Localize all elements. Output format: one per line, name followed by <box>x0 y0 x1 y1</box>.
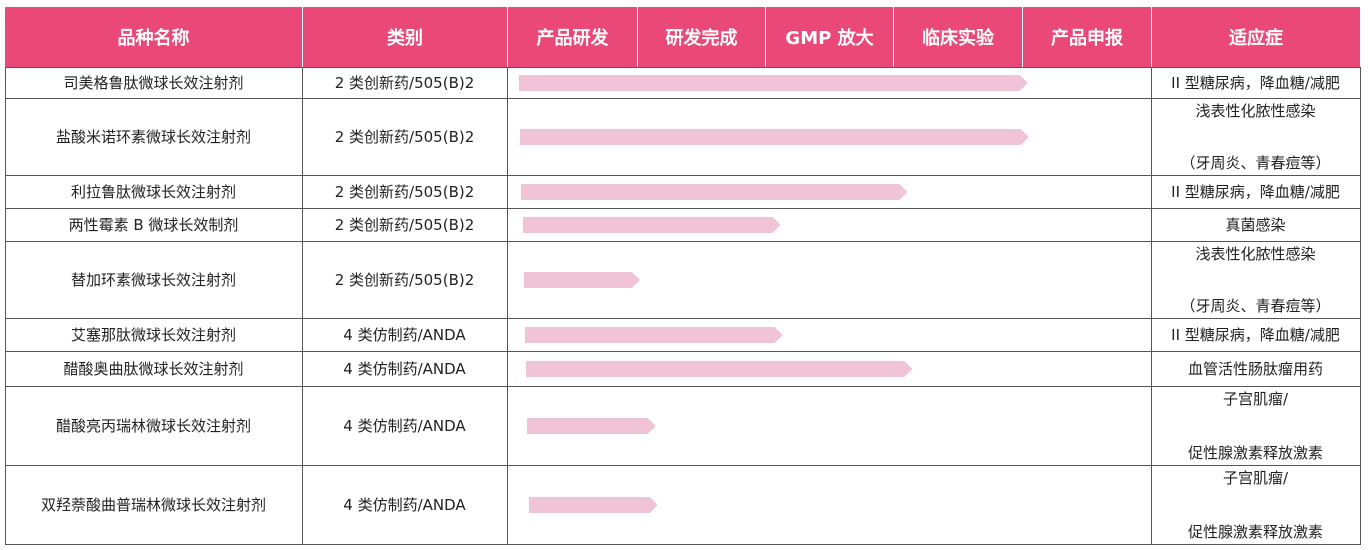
product-category: 2 类创新药/505(B)2 <box>334 183 475 201</box>
column-divider <box>1151 67 1152 545</box>
progress-arrow <box>523 271 640 288</box>
product-category: 4 类仿制药/ANDA <box>343 360 466 378</box>
header-name: 品种名称 <box>5 7 302 67</box>
row-divider <box>5 318 1360 319</box>
indication-line: II 型糖尿病，降血糖/减肥 <box>1171 74 1340 92</box>
product-category: 4 类仿制药/ANDA <box>343 496 466 514</box>
progress-arrow <box>526 360 913 377</box>
header-stage-3: GMP 放大 <box>765 7 893 67</box>
header-indication: 适应症 <box>1151 7 1360 67</box>
product-category: 2 类创新药/505(B)2 <box>334 271 475 289</box>
progress-bar <box>526 360 913 377</box>
progress-bar <box>528 496 658 513</box>
progress-bar <box>525 326 783 343</box>
indication-line: 促性腺激素释放激素 <box>1187 444 1323 462</box>
product-category: 4 类仿制药/ANDA <box>343 417 466 435</box>
row-divider <box>5 67 1360 68</box>
row-divider <box>5 351 1360 352</box>
indication: 真菌感染 <box>1151 208 1360 241</box>
header-stage-1: 产品研发 <box>507 7 637 67</box>
progress-arrow <box>528 496 658 513</box>
product-name: 盐酸米诺环素微球长效注射剂 <box>55 128 251 146</box>
product-name: 醋酸奥曲肽微球长效注射剂 <box>63 360 244 378</box>
product-name: 双羟萘酸曲普瑞林微球长效注射剂 <box>40 496 266 514</box>
indication-line: II 型糖尿病，降血糖/减肥 <box>1171 183 1340 201</box>
progress-arrow <box>519 74 1028 91</box>
row-divider <box>5 175 1360 176</box>
product-name: 两性霉素 B 微球长效制剂 <box>68 216 239 234</box>
row-divider <box>5 208 1360 209</box>
indication: 浅表性化脓性感染 （牙周炎、青春痘等） <box>1151 100 1360 173</box>
progress-arrow <box>527 417 657 434</box>
indication-line: （牙周炎、青春痘等） <box>1180 154 1331 172</box>
progress-arrow <box>525 326 783 343</box>
indication: II 型糖尿病，降血糖/减肥 <box>1151 67 1360 98</box>
progress-arrow <box>522 216 781 233</box>
indication: II 型糖尿病，降血糖/减肥 <box>1151 318 1360 351</box>
product-name: 醋酸亮丙瑞林微球长效注射剂 <box>55 417 251 435</box>
indication: 浅表性化脓性感染 （牙周炎、青春痘等） <box>1151 243 1360 316</box>
row-divider <box>5 241 1360 242</box>
header-category: 类别 <box>302 7 507 67</box>
column-divider <box>1360 67 1361 545</box>
indication-line: 真菌感染 <box>1225 216 1286 234</box>
row-divider <box>5 98 1360 99</box>
row-divider <box>5 544 1360 545</box>
progress-bar <box>519 74 1028 91</box>
indication: II 型糖尿病，降血糖/减肥 <box>1151 175 1360 208</box>
header-stage-2: 研发完成 <box>637 7 765 67</box>
header-stage-5: 产品申报 <box>1022 7 1151 67</box>
indication-line: 子宫肌瘤/ <box>1222 469 1289 487</box>
column-divider <box>302 67 303 545</box>
product-name: 利拉鲁肽微球长效注射剂 <box>70 183 236 201</box>
header-stage-4: 临床实验 <box>893 7 1022 67</box>
indication-line: 血管活性肠肽瘤用药 <box>1187 360 1323 378</box>
product-name: 艾塞那肽微球长效注射剂 <box>70 326 236 344</box>
progress-bar <box>522 216 781 233</box>
row-divider <box>5 386 1360 387</box>
column-divider <box>507 67 508 545</box>
progress-bar <box>523 271 640 288</box>
indication: 子宫肌瘤/促性腺激素释放激素 <box>1151 467 1360 542</box>
row-divider <box>5 465 1360 466</box>
indication-line: （牙周炎、青春痘等） <box>1180 297 1331 315</box>
indication-line: 浅表性化脓性感染 <box>1195 102 1316 120</box>
progress-bar <box>527 417 657 434</box>
indication-line: 促性腺激素释放激素 <box>1187 523 1323 541</box>
product-category: 2 类创新药/505(B)2 <box>334 74 475 92</box>
product-name: 司美格鲁肽微球长效注射剂 <box>63 74 244 92</box>
progress-bar <box>521 183 908 200</box>
progress-bar <box>520 128 1029 145</box>
indication: 子宫肌瘤/促性腺激素释放激素 <box>1151 388 1360 463</box>
progress-arrow <box>520 128 1029 145</box>
product-category: 2 类创新药/505(B)2 <box>334 128 475 146</box>
indication-line: 子宫肌瘤/ <box>1222 390 1289 408</box>
indication-line: II 型糖尿病，降血糖/减肥 <box>1171 326 1340 344</box>
column-divider <box>5 67 6 545</box>
indication: 血管活性肠肽瘤用药 <box>1151 351 1360 386</box>
product-category: 4 类仿制药/ANDA <box>343 326 466 344</box>
progress-arrow <box>521 183 908 200</box>
product-category: 2 类创新药/505(B)2 <box>334 216 475 234</box>
indication-line: 浅表性化脓性感染 <box>1195 245 1316 263</box>
product-name: 替加环素微球长效注射剂 <box>70 271 236 289</box>
